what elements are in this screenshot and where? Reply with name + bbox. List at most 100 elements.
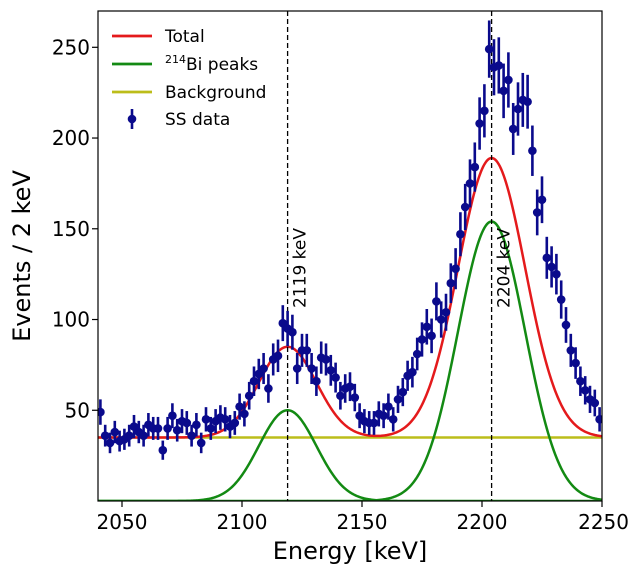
data-point <box>244 391 254 401</box>
data-point <box>398 387 408 397</box>
data-point <box>436 315 446 324</box>
data-point <box>321 355 331 364</box>
data-point <box>379 411 388 421</box>
data-point <box>369 418 379 428</box>
data-point <box>196 438 206 448</box>
data-point <box>240 409 249 419</box>
data-point <box>326 366 336 375</box>
data-point <box>456 229 465 239</box>
data-point <box>220 415 230 424</box>
peak-annotation-1: 2119 keV <box>291 228 311 308</box>
data-point <box>532 208 542 217</box>
data-point <box>331 373 340 382</box>
data-point <box>388 415 398 424</box>
y-axis-ticks: 50 100 150 200 250 <box>52 35 98 422</box>
data-point <box>475 119 484 128</box>
x-axis-label: Energy [keV] <box>273 537 428 565</box>
data-point <box>292 364 302 373</box>
data-point <box>307 364 316 373</box>
data-point <box>494 61 504 70</box>
data-point <box>105 438 115 448</box>
data-point <box>470 162 480 172</box>
data-point <box>384 402 393 411</box>
data-point <box>158 445 168 455</box>
total-curve <box>98 156 602 439</box>
data-point <box>499 86 508 96</box>
data-point <box>249 376 259 386</box>
data-point <box>427 331 436 341</box>
data-point <box>98 407 105 417</box>
data-point <box>288 327 297 337</box>
peak-markers <box>286 11 493 501</box>
legend-label-superscript: 214 <box>165 53 186 66</box>
data-point <box>412 349 422 359</box>
legend-label-text: Bi peaks <box>186 55 258 75</box>
data-point <box>513 104 523 114</box>
data-point <box>580 385 590 395</box>
data-point <box>345 382 355 391</box>
data-point <box>417 335 427 344</box>
data-point <box>168 411 177 421</box>
y-tick-label: 100 <box>52 308 90 332</box>
data-point <box>504 75 513 85</box>
data-point <box>480 106 489 116</box>
data-point <box>484 44 494 54</box>
legend-label: SS data <box>165 110 230 130</box>
data-point <box>571 358 580 368</box>
data-point <box>465 179 475 188</box>
data-point <box>552 269 561 279</box>
data-point <box>153 424 163 433</box>
y-tick-label: 200 <box>52 126 90 150</box>
data-point <box>273 351 283 361</box>
data-point <box>576 376 585 386</box>
legend-label: Total <box>164 27 205 47</box>
legend-marker <box>127 114 137 124</box>
y-axis-label: Events / 2 keV <box>8 170 36 342</box>
data-point <box>566 346 576 355</box>
data-point <box>187 431 196 440</box>
data-point <box>547 262 556 272</box>
data-point <box>163 424 172 433</box>
data-point <box>528 146 537 156</box>
data-point <box>523 97 532 107</box>
data-point <box>100 431 110 440</box>
data-point <box>393 395 403 404</box>
y-tick-label: 50 <box>65 398 90 422</box>
data-point <box>590 398 600 408</box>
data-point <box>201 415 211 424</box>
plot-frame <box>97 10 603 502</box>
y-tick-label: 150 <box>52 217 90 241</box>
data-point <box>508 124 518 134</box>
data-point <box>460 202 470 212</box>
x-tick-label: 2200 <box>457 510 508 534</box>
peak-annotation-2: 2204 keV <box>495 228 515 308</box>
data-point <box>441 307 451 317</box>
data-point <box>192 420 201 430</box>
legend-label: 214Bi peaks <box>165 53 258 75</box>
data-point <box>302 346 312 355</box>
x-tick-label: 2100 <box>217 510 268 534</box>
data-point <box>235 402 244 411</box>
y-tick-label: 250 <box>52 35 90 59</box>
data-point <box>451 264 460 274</box>
data-point <box>206 424 216 433</box>
data-point <box>542 253 552 263</box>
data-point <box>432 297 441 306</box>
data-point <box>336 391 345 401</box>
data-point <box>556 295 566 304</box>
data-point <box>182 418 192 428</box>
data-point <box>408 367 417 377</box>
x-tick-label: 2250 <box>578 510 629 534</box>
data-point <box>124 431 134 440</box>
legend: Total 214Bi peaks Background SS data <box>112 27 266 130</box>
data-point <box>446 278 456 288</box>
x-tick-label: 2050 <box>97 510 148 534</box>
data-point <box>110 427 120 437</box>
data-point <box>422 322 432 332</box>
data-point <box>259 364 268 373</box>
data-point <box>595 415 602 424</box>
x-axis-ticks: 2050 2100 2150 2200 2250 <box>97 501 629 534</box>
data-point <box>139 431 148 440</box>
data-point <box>537 195 547 205</box>
